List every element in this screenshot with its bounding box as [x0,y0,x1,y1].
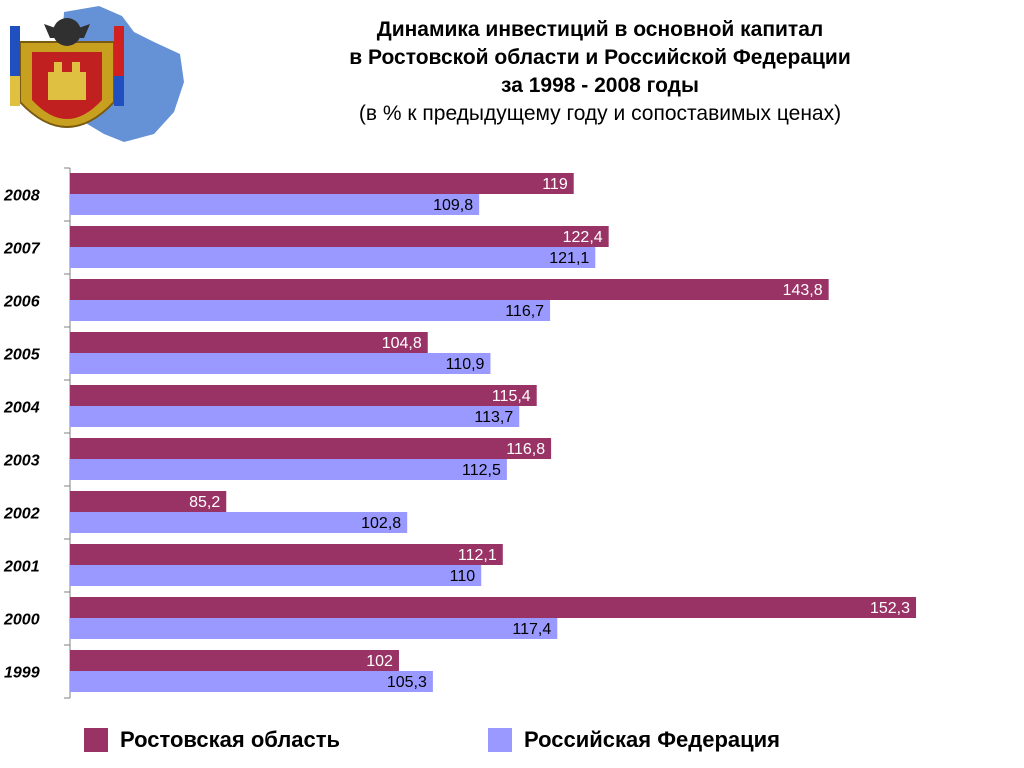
bar-rostov-1999 [70,650,399,671]
bar-rostov-2001 [70,544,503,565]
bar-russia-2008 [70,194,480,215]
bar-rostov-2004 [70,385,537,406]
chart-subtitle: (в % к предыдущему году и сопоставимых ц… [358,102,842,125]
bar-russia-2002 [70,512,408,533]
category-label-2006: 2006 [3,294,40,311]
fortress-icon [48,72,86,100]
bar-russia-2001 [70,565,482,586]
chart-title: Динамика инвестиций в основной капитал в… [230,16,970,128]
bar-rostov-2005 [70,332,428,353]
data-label-russia-2000: 117,4 [512,621,551,638]
data-label-russia-2004: 113,7 [474,409,513,426]
data-label-rostov-2008: 119 [542,176,568,193]
chart-legend: Ростовская область Российская Федерация [84,724,984,756]
legend-item-rostov: Ростовская область [84,724,340,756]
data-label-rostov-2004: 115,4 [492,388,531,405]
legend-label-rostov: Ростовская область [120,727,341,752]
title-line-1: Динамика инвестиций в основной капитал [376,18,824,41]
bar-russia-2006 [70,300,551,321]
category-label-2000: 2000 [3,612,40,629]
legend-swatch-russia [488,728,512,752]
bar-russia-2007 [70,247,596,268]
data-label-rostov-2000: 152,3 [870,600,910,617]
data-label-rostov-2001: 112,1 [458,547,497,564]
data-label-rostov-2006: 143,8 [783,282,823,299]
category-label-1999: 1999 [4,665,40,682]
bar-rostov-2003 [70,438,552,459]
data-label-russia-2006: 116,7 [505,303,544,320]
data-label-russia-2001: 110 [450,568,476,585]
rostov-oblast-coat-of-arms-icon [10,6,184,142]
title-line-2: в Ростовской области и Российской Федера… [349,46,851,69]
bar-rostov-2002 [70,491,227,512]
data-label-russia-2002: 102,8 [361,515,401,532]
bar-russia-2000 [70,618,558,639]
data-label-russia-2008: 109,8 [433,197,473,214]
title-line-3: за 1998 - 2008 годы [501,74,699,97]
bar-russia-1999 [70,671,433,692]
data-label-russia-2007: 121,1 [549,250,589,267]
bar-rostov-2006 [70,279,829,300]
bar-chart: 2008 119 109,8 2007 122,4 121,1 2006 143,8 116,7… [3,167,917,699]
bar-rostov-2007 [70,226,609,247]
legend-swatch-rostov [84,728,108,752]
category-label-2002: 2002 [3,506,40,523]
flag-right-icon [114,26,124,76]
data-label-rostov-2002: 85,2 [189,494,220,511]
category-label-2003: 2003 [3,453,40,470]
data-label-rostov-1999: 102 [366,653,393,670]
data-label-russia-2005: 110,9 [446,356,485,373]
bar-russia-2005 [70,353,491,374]
bar-russia-2003 [70,459,507,480]
flag-left-icon [10,26,20,76]
category-label-2005: 2005 [3,347,41,364]
category-label-2001: 2001 [3,559,40,576]
bar-russia-2004 [70,406,520,427]
data-label-rostov-2007: 122,4 [563,229,603,246]
category-label-2008: 2008 [3,188,40,205]
legend-item-russia: Российская Федерация [488,724,780,756]
data-label-rostov-2005: 104,8 [382,335,422,352]
category-label-2007: 2007 [3,241,41,258]
legend-label-russia: Российская Федерация [524,727,780,752]
bar-rostov-2000 [70,597,917,618]
category-label-2004: 2004 [3,400,40,417]
bar-rostov-2008 [70,173,574,194]
data-label-russia-2003: 112,5 [462,462,501,479]
data-label-rostov-2003: 116,8 [506,441,545,458]
data-label-russia-1999: 105,3 [387,674,427,691]
